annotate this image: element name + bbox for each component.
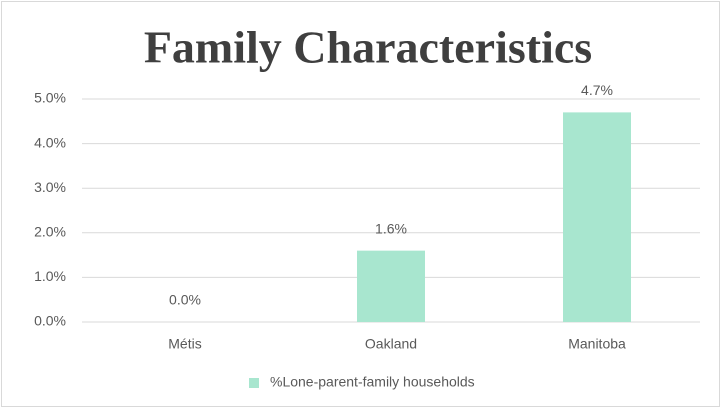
legend-swatch <box>249 378 259 388</box>
chart-title: Family Characteristics <box>144 22 592 73</box>
y-tick-label: 2.0% <box>34 224 66 240</box>
bar <box>563 112 631 322</box>
y-tick-label: 0.0% <box>34 313 66 329</box>
x-tick-label: Manitoba <box>568 336 626 352</box>
y-tick-label: 4.0% <box>34 134 66 150</box>
bar <box>357 250 425 322</box>
data-label: 4.7% <box>581 82 613 98</box>
y-tick-label: 3.0% <box>34 179 66 195</box>
legend-label: %Lone-parent-family households <box>270 374 475 390</box>
x-tick-label: Oakland <box>365 336 417 352</box>
y-tick-label: 5.0% <box>34 90 66 106</box>
x-tick-label: Métis <box>168 336 201 352</box>
data-label: 1.6% <box>375 220 407 236</box>
data-label: 0.0% <box>169 292 201 308</box>
y-tick-label: 1.0% <box>34 268 66 284</box>
